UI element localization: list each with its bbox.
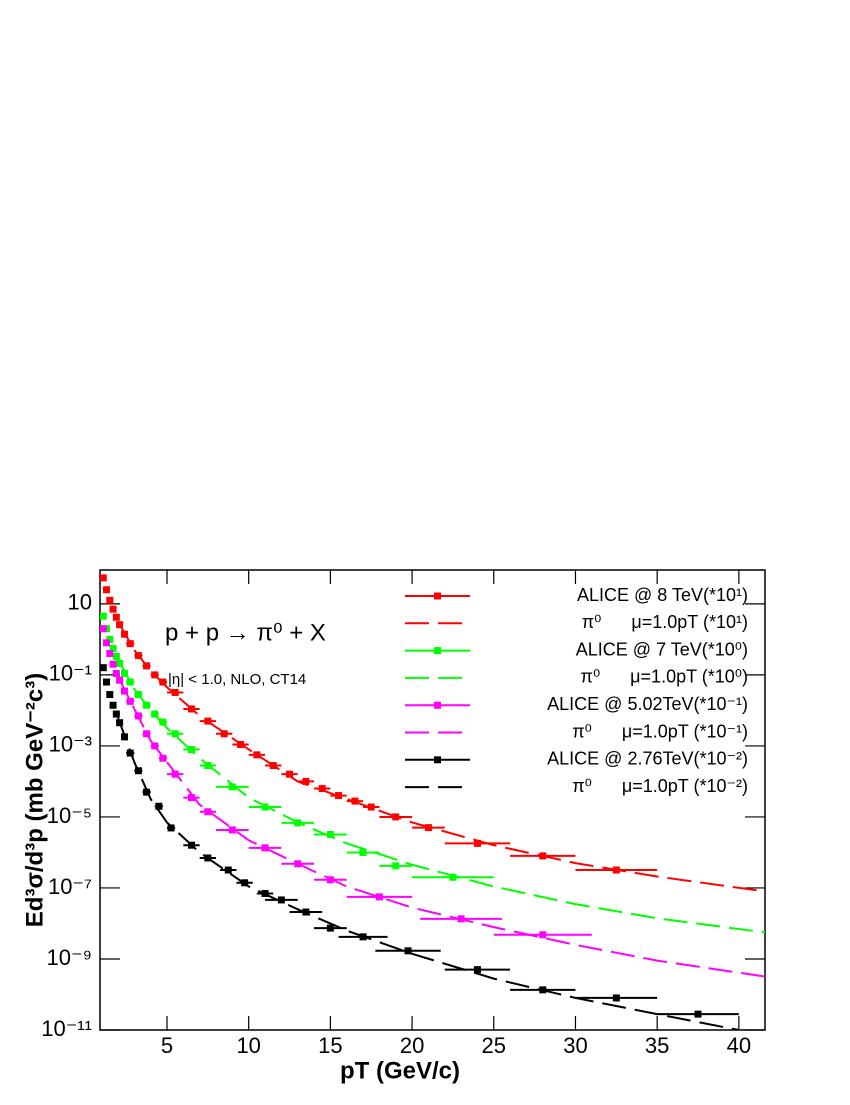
marker <box>375 893 383 901</box>
marker <box>187 794 195 802</box>
legend-swatch <box>434 701 441 709</box>
y-tick-label: 10⁻³ <box>49 732 92 757</box>
marker <box>449 873 457 881</box>
y-tick-label: 10⁻⁷ <box>48 874 92 899</box>
marker <box>112 669 120 677</box>
marker <box>121 669 129 677</box>
legend-label: ALICE @ 2.76TeV(*10⁻²) <box>547 749 748 769</box>
marker <box>359 848 367 856</box>
marker <box>100 574 107 582</box>
marker <box>367 803 375 811</box>
x-tick-label: 15 <box>318 1033 342 1058</box>
marker <box>612 994 620 1002</box>
marker <box>112 710 120 718</box>
marker <box>103 678 111 686</box>
marker <box>109 701 117 709</box>
legend-swatch <box>434 647 441 655</box>
marker <box>100 625 107 633</box>
marker <box>167 824 175 832</box>
marker <box>103 639 111 647</box>
fit-curve <box>117 620 765 893</box>
marker <box>473 966 481 974</box>
annotation: |η| < 1.0, NLO, CT14 <box>168 671 306 688</box>
marker <box>253 751 261 759</box>
marker <box>106 691 114 699</box>
legend-swatch <box>434 756 441 764</box>
marker <box>473 839 481 847</box>
y-axis-title: Ed³σ/d³p (mb GeV⁻²c³) <box>21 673 48 927</box>
marker <box>151 671 159 679</box>
marker <box>326 831 334 839</box>
plot-area <box>100 574 765 1030</box>
marker <box>277 896 285 904</box>
marker <box>109 660 117 668</box>
marker <box>100 612 107 620</box>
plot-frame <box>99 569 766 1031</box>
marker <box>106 596 114 604</box>
marker <box>159 718 167 726</box>
marker <box>103 586 111 594</box>
marker <box>392 862 400 870</box>
legend-label: π⁰ μ=1.0pT (*10¹) <box>582 612 748 632</box>
marker <box>112 613 120 621</box>
marker <box>106 650 114 658</box>
marker <box>261 803 269 811</box>
marker <box>318 785 326 793</box>
marker <box>224 866 232 874</box>
legend-label: π⁰ μ=1.0pT (*10⁻¹) <box>572 721 748 741</box>
marker <box>112 652 120 660</box>
marker <box>171 688 179 696</box>
legend-swatch <box>434 592 441 600</box>
x-tick-label: 40 <box>727 1033 751 1058</box>
marker <box>286 770 294 778</box>
marker <box>126 678 134 686</box>
legend-label: ALICE @ 8 TeV(*10¹) <box>577 585 748 605</box>
legend-label: ALICE @ 5.02TeV(*10⁻¹) <box>547 694 748 714</box>
marker <box>159 754 167 762</box>
x-tick-label: 30 <box>563 1033 587 1058</box>
y-tick-label: 10 <box>68 590 92 615</box>
x-axis-title: pT (GeV/c) <box>340 1057 460 1084</box>
marker <box>109 605 117 613</box>
marker <box>228 826 236 834</box>
marker <box>100 664 107 672</box>
annotation: p + p → π⁰ + X <box>165 619 326 646</box>
y-tick-label: 10⁻¹ <box>49 661 92 686</box>
marker <box>220 730 228 738</box>
marker <box>109 644 117 652</box>
x-tick-label: 20 <box>400 1033 424 1058</box>
x-tick-label: 10 <box>236 1033 260 1058</box>
marker <box>126 640 134 648</box>
legend-label: π⁰ μ=1.0pT (*10⁻²) <box>572 776 748 796</box>
marker <box>134 767 142 775</box>
marker <box>204 808 212 816</box>
marker <box>326 924 334 932</box>
marker <box>228 783 236 791</box>
marker <box>694 1010 702 1018</box>
legend-label: π⁰ μ=1.0pT (*10⁰) <box>581 667 748 687</box>
y-tick-label: 10⁻⁵ <box>47 803 92 828</box>
marker <box>404 947 412 955</box>
x-tick-label: 35 <box>645 1033 669 1058</box>
x-tick-label: 25 <box>482 1033 506 1058</box>
fit-curve <box>117 676 765 978</box>
fit-curve <box>117 658 765 934</box>
marker <box>539 931 547 939</box>
marker <box>171 730 179 738</box>
legend-label: ALICE @ 7 TeV(*10⁰) <box>576 639 748 659</box>
marker <box>143 730 151 738</box>
marker <box>126 697 134 705</box>
marker <box>302 777 310 785</box>
x-tick-label: 5 <box>161 1033 173 1058</box>
y-tick-label: 10⁻⁹ <box>46 945 92 970</box>
fit-curve <box>117 717 740 1030</box>
marker <box>155 802 163 810</box>
y-tick-label: 10⁻¹¹ <box>41 1016 92 1041</box>
